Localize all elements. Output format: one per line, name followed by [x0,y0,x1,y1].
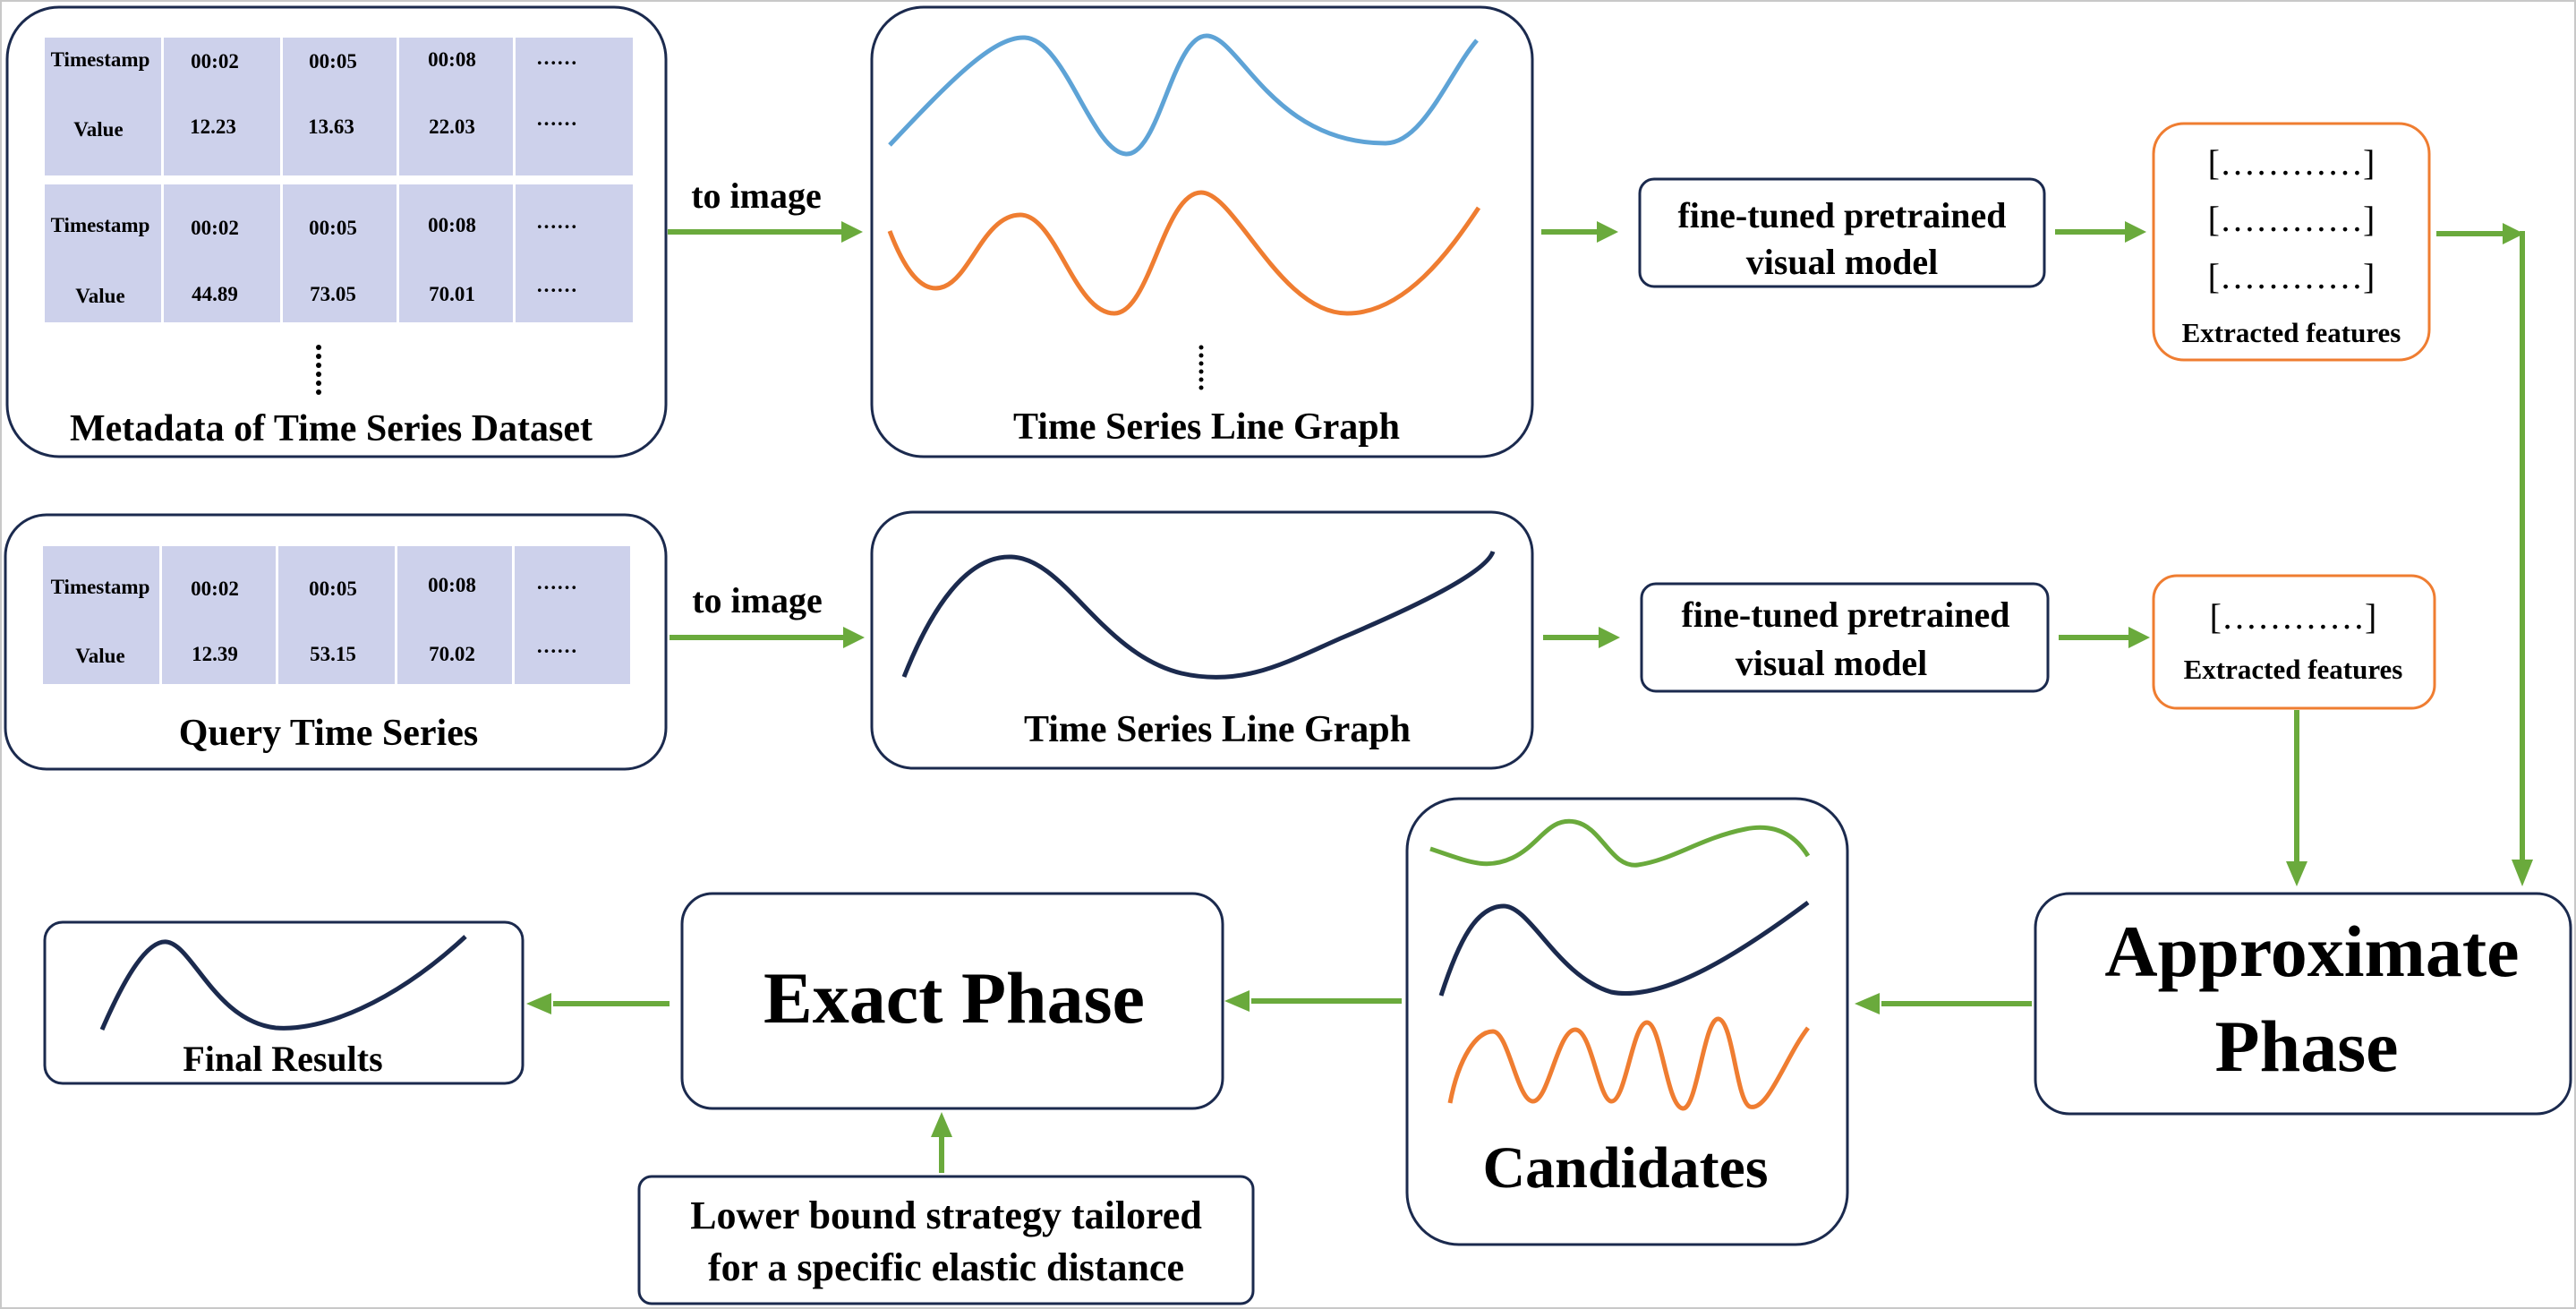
query-title: Query Time Series [179,713,478,754]
table-value-cell: …… [536,107,577,130]
table-value-cell: 13.63 [308,116,354,138]
extracted-features-box [2152,122,2431,362]
dataset-table-2: Timestamp 00:02 00:05 00:08 …… Value 44.… [45,184,633,322]
exact-phase-label: Exact Phase [763,957,1145,1039]
final-result-line [99,935,467,1031]
table-header-cell: 00:02 [191,50,239,73]
line-graph-title: Time Series Line Graph [1013,406,1400,448]
final-results-label: Final Results [183,1039,382,1079]
table-value-cell: 70.02 [429,643,475,665]
table-header-cell: 00:02 [191,578,239,600]
to-image-label: to image [692,580,823,620]
table-header-cell: …… [536,571,577,594]
orange-series-line [887,190,1481,316]
table-header-cell: 00:08 [428,48,476,71]
candidates-label: Candidates [1482,1135,1768,1201]
table-value-cell: 12.23 [190,116,236,138]
table-header-cell: 00:08 [428,214,476,236]
vertical-ellipsis [316,345,321,395]
green-candidate-line [1429,818,1811,868]
arrow-head [526,993,551,1014]
line-graph-box [870,510,1534,770]
final-results-box [43,920,525,1085]
table-value-cell: 12.39 [192,643,238,665]
arrow-head [1599,627,1620,648]
visual-model-label-line2: visual model [1746,242,1938,282]
feature-vector: […………] [2208,142,2376,183]
table-header-cell: 00:05 [309,217,357,239]
feature-vector: […………] [2208,256,2376,296]
lower-bound-label-line2: for a specific elastic distance [708,1245,1184,1289]
arrow-head [1224,990,1250,1012]
arrow-head [2512,860,2533,886]
table-header-cell: …… [536,47,577,69]
table-value-cell: Value [75,285,124,307]
table-header-cell: 00:05 [309,578,357,600]
visual-model-box [1640,582,2050,693]
table-value-cell: 44.89 [192,283,238,305]
to-image-label: to image [691,175,822,216]
query-table: Timestamp 00:02 00:05 00:08 …… Value 12.… [43,546,630,684]
arrow-head [843,627,865,648]
arrow-head [1855,993,1880,1014]
visual-model-label-line1: fine-tuned pretrained [1681,595,2009,635]
query-series-line [901,550,1496,680]
blue-series-line [888,33,1479,157]
arrow-head [2503,223,2524,244]
table-value-cell: …… [536,635,577,657]
visual-model-label-line2: visual model [1736,643,1927,683]
approximate-phase-label-line1: Approximate [2104,911,2519,992]
visual-model-box [1638,177,2046,288]
dataset-title: Metadata of Time Series Dataset [70,408,593,449]
table-header-cell: 00:05 [309,50,357,73]
table-header-cell: Timestamp [51,214,150,236]
arrow-head [2286,861,2307,886]
table-value-cell: 22.03 [429,116,475,138]
vertical-ellipsis [1198,345,1204,390]
arrow-head [841,221,863,243]
table-header-cell: 00:08 [428,574,476,596]
arrow-head [931,1112,952,1137]
orange-candidate-line [1447,1016,1810,1111]
table-value-cell: 73.05 [310,283,356,305]
table-value-cell: …… [536,274,577,296]
extracted-features-label: Extracted features [2182,317,2401,348]
table-value-cell: Value [73,118,123,141]
table-value-cell: Value [75,645,124,667]
approximate-phase-label-line2: Phase [2215,1005,2399,1087]
arrow-head [1597,221,1618,243]
table-header-cell: Timestamp [51,576,150,598]
table-value-cell: 53.15 [310,643,356,665]
feature-vector: […………] [2210,596,2377,637]
arrow-head [2125,221,2146,243]
arrow-head [2128,627,2150,648]
dataset-table-1: Timestamp 00:02 00:05 00:08 …… Value 12.… [45,38,633,175]
line-graph-box [870,5,1534,458]
exact-phase-box [680,892,1224,1110]
line-graph-title: Time Series Line Graph [1024,709,1411,750]
feature-vector: […………] [2208,199,2376,239]
lower-bound-strategy-box [637,1175,1255,1305]
lower-bound-label-line1: Lower bound strategy tailored [690,1194,1202,1237]
extracted-features-box [2152,574,2436,710]
table-header-cell: …… [536,210,577,233]
table-header-cell: Timestamp [51,48,150,71]
table-header-cell: 00:02 [191,217,239,239]
approximate-phase-box [2034,892,2572,1116]
visual-model-label-line1: fine-tuned pretrained [1677,195,2006,235]
table-value-cell: 70.01 [429,283,475,305]
extracted-features-label: Extracted features [2184,654,2403,685]
navy-candidate-line [1438,900,1810,997]
